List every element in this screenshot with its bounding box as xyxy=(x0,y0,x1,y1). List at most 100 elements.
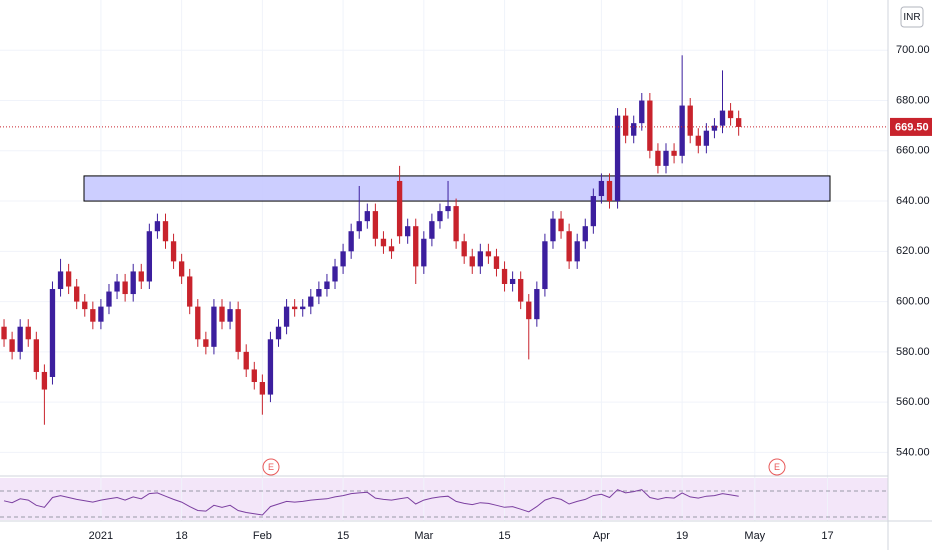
y-tick-label: 580.00 xyxy=(896,346,930,358)
candle-body xyxy=(526,301,532,320)
candle-body xyxy=(251,369,257,383)
candle-body xyxy=(421,238,427,267)
candle-body xyxy=(283,306,290,327)
candle-body xyxy=(146,231,153,282)
candle-body xyxy=(267,339,274,395)
x-tick-label: 17 xyxy=(821,530,833,542)
candle-body xyxy=(170,241,177,262)
y-tick-label: 600.00 xyxy=(896,295,930,307)
candle-body xyxy=(493,256,500,269)
candle-body xyxy=(348,231,354,252)
candle-body xyxy=(364,211,370,222)
candle-body xyxy=(98,306,104,322)
candles xyxy=(1,55,742,425)
earnings-icon[interactable] xyxy=(768,458,786,476)
candle-body xyxy=(445,206,451,212)
candle-body xyxy=(227,309,233,322)
x-tick-label: 2021 xyxy=(89,530,113,542)
candle-body xyxy=(469,256,475,267)
earnings-icon[interactable] xyxy=(262,458,280,476)
y-tick-label: 620.00 xyxy=(896,245,930,257)
x-tick-label: Mar xyxy=(414,530,433,542)
candle-body xyxy=(719,110,726,126)
x-tick-label: 15 xyxy=(498,530,510,542)
x-tick-label: 18 xyxy=(176,530,188,542)
candle-body xyxy=(461,241,467,257)
candle-body xyxy=(550,218,556,242)
candle-body xyxy=(388,246,395,252)
y-tick-label: 540.00 xyxy=(896,446,930,458)
last-price-label: 669.50 xyxy=(895,121,929,133)
candle-body xyxy=(308,296,314,307)
candle-body xyxy=(178,261,185,277)
candle-body xyxy=(82,301,88,310)
candle-body xyxy=(211,306,217,347)
candle-body xyxy=(558,218,564,232)
y-tick-label: 700.00 xyxy=(896,44,930,56)
price-zone xyxy=(83,175,831,202)
earnings-marker[interactable]: E xyxy=(774,462,780,472)
rsi-line xyxy=(3,489,739,516)
candle-body xyxy=(25,326,31,340)
candle-body xyxy=(727,110,734,119)
candle-body xyxy=(647,100,653,151)
candle-body xyxy=(622,115,629,136)
candle-body xyxy=(518,278,524,302)
candle-body xyxy=(57,271,64,290)
candle-body xyxy=(614,115,621,202)
candle-body xyxy=(485,251,492,257)
candle-body xyxy=(437,211,443,222)
candle-body xyxy=(372,211,379,239)
candle-body xyxy=(396,180,403,237)
candle-body xyxy=(566,231,572,262)
candle-body xyxy=(162,221,169,242)
earnings-marker[interactable]: E xyxy=(268,462,274,472)
zone-layer xyxy=(83,175,831,202)
candle-body xyxy=(275,326,282,340)
currency[interactable]: INR xyxy=(903,12,920,23)
candle-body xyxy=(590,196,597,227)
candle-body xyxy=(501,268,508,284)
rsi-pane xyxy=(0,478,888,520)
candle-body xyxy=(534,289,540,320)
y-tick-label: 660.00 xyxy=(896,145,930,157)
candle-body xyxy=(509,278,516,284)
candle-body xyxy=(413,226,419,267)
candle-body xyxy=(49,289,56,377)
y-tick-label: 640.00 xyxy=(896,195,930,207)
candle-body xyxy=(235,309,241,352)
candle-body xyxy=(114,281,120,292)
candle-body xyxy=(671,150,677,156)
candle-body xyxy=(17,326,23,352)
x-tick-label: 19 xyxy=(676,530,688,542)
candle-body xyxy=(631,123,637,136)
candle-body xyxy=(300,306,306,310)
candle-body xyxy=(1,326,7,340)
candle-body xyxy=(542,241,548,290)
candle-body xyxy=(405,226,411,237)
candle-body xyxy=(259,382,266,395)
candle-body xyxy=(316,289,322,297)
candle-body xyxy=(735,118,742,127)
candle-body xyxy=(65,271,72,287)
candle-body xyxy=(74,286,80,302)
candle-body xyxy=(639,100,645,124)
candle-body xyxy=(219,306,225,322)
candle-body xyxy=(606,180,613,202)
candle-body xyxy=(598,180,605,197)
candle-body xyxy=(195,306,201,340)
candle-body xyxy=(187,276,193,307)
candle-body xyxy=(453,206,459,242)
rsi-layer xyxy=(0,489,888,518)
currency-box[interactable] xyxy=(900,6,924,28)
candle-body xyxy=(356,221,362,232)
candle-body xyxy=(122,281,128,295)
candle-body xyxy=(477,251,483,267)
candle-body xyxy=(243,351,249,370)
candle-body xyxy=(130,271,136,295)
candle-body xyxy=(324,281,330,290)
candle-body xyxy=(695,135,701,146)
candle-body xyxy=(33,339,39,372)
